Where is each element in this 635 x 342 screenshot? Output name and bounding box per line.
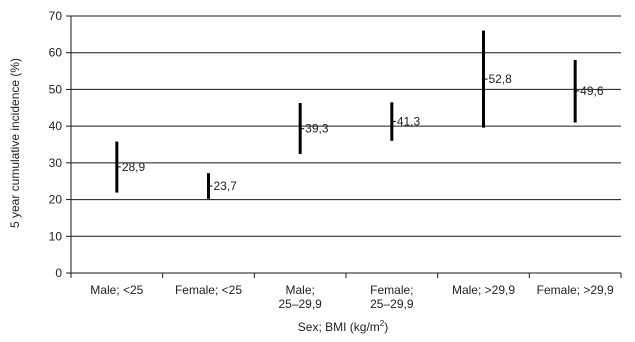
y-tick-label: 0 [55,266,62,280]
y-axis-ticks: 0 10 20 30 40 50 60 70 [49,9,71,280]
category-label-line: 25–29,9 [370,297,414,311]
data-label: 52,8 [489,72,513,86]
y-tick-label: 50 [49,82,63,96]
category-label: Female; >29,9 [537,283,614,297]
data-label: 23,7 [214,179,238,193]
x-axis-title-text: Sex; BMI (kg/m [298,320,380,334]
x-axis-title: Sex; BMI (kg/m2) [298,319,388,334]
y-axis-title: 5 year cumulative incidence (%) [8,58,22,228]
category-label-line: Male; >29,9 [452,283,515,297]
y-tick-label: 10 [49,229,63,243]
y-tick-label: 30 [49,156,63,170]
data-labels: 28,9 23,7 39,3 41,3 52,8 49,6 [122,72,604,193]
category-label-line: 25–29,9 [278,297,322,311]
category-label-line: Female; [370,283,413,297]
category-label: Male; 25–29,9 [278,283,322,311]
y-tick-label: 70 [49,9,63,23]
data-label: 39,3 [305,122,329,136]
category-label-line: Female; <25 [175,283,242,297]
axes [70,16,621,274]
data-label: 49,6 [580,84,604,98]
x-axis-ticks [70,273,622,278]
gridlines [71,15,621,237]
data-label: 28,9 [122,160,146,174]
category-label: Male; <25 [90,283,143,297]
y-tick-label: 60 [49,46,63,60]
category-label-line: Male; <25 [90,283,143,297]
category-label: Male; >29,9 [452,283,515,297]
data-label: 41,3 [397,114,421,128]
y-tick-label: 40 [49,119,63,133]
category-label: Female; 25–29,9 [370,283,414,311]
error-bars [115,30,580,199]
y-tick-label: 20 [49,193,63,207]
x-axis-title-superscript: 2 [380,319,385,328]
category-label: Female; <25 [175,283,242,297]
category-label-line: Male; [285,283,314,297]
category-label-line: Female; >29,9 [537,283,614,297]
x-axis-title-end: ) [384,320,388,334]
